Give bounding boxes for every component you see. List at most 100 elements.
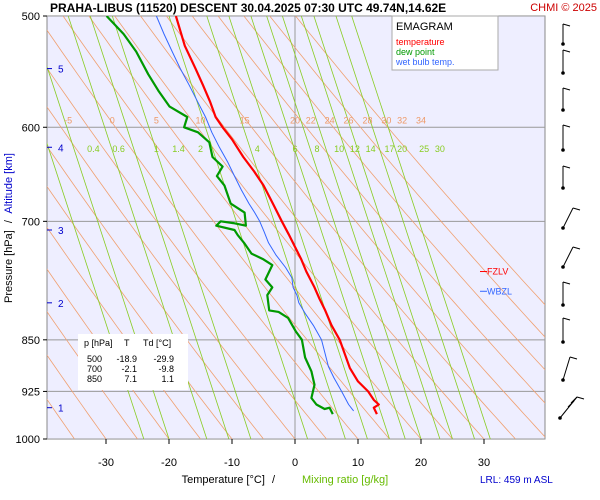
mixing-ratio-label: 12 <box>350 144 360 154</box>
wind-barb-icon <box>561 356 578 382</box>
wbzl-label: WBZL <box>487 286 512 296</box>
mixing-ratio-line <box>266 16 406 439</box>
y-tick-label: 850 <box>22 335 40 347</box>
table-cell: -2.1 <box>121 364 137 374</box>
legend-entry-temperature: temperature <box>396 37 445 47</box>
mixing-ratio-label: 0.6 <box>112 144 125 154</box>
altitude-label: 5 <box>58 65 64 76</box>
y-tick-label: 1000 <box>16 434 40 446</box>
dry-adiabat-label: 26 <box>344 115 354 125</box>
y-tick-label: 600 <box>22 122 40 134</box>
dry-adiabat-label: 32 <box>397 115 407 125</box>
table-cell: -9.8 <box>158 364 174 374</box>
wind-barb-icon <box>561 23 571 46</box>
table-header-p: p [hPa] <box>84 338 113 348</box>
x-tick-label: 20 <box>415 457 427 469</box>
wind-barb-icon <box>561 207 581 230</box>
wind-barb-icon <box>561 49 571 75</box>
legend-entry-dewpoint: dew point <box>396 47 435 57</box>
mixing-ratio-label: 0.4 <box>87 144 100 154</box>
mixing-ratio-line <box>89 16 230 439</box>
y-axis-title-pressure: Pressure [hPa] <box>3 230 15 303</box>
dry-adiabat-label: 24 <box>325 115 335 125</box>
mixing-ratio-label: 1.4 <box>172 144 185 154</box>
table-cell: 7.1 <box>124 374 137 384</box>
dry-adiabat-line <box>47 106 296 439</box>
mixing-ratio-label: 6 <box>292 144 297 154</box>
mixing-ratio-label: 2 <box>198 144 203 154</box>
altitude-label: 2 <box>58 299 64 310</box>
wind-barb-icon <box>561 281 571 307</box>
mixing-ratio-label: 10 <box>334 144 344 154</box>
x-tick-label: -20 <box>161 457 177 469</box>
dry-adiabat-line <box>269 16 545 338</box>
x-axis-title: Temperature [°C] / Mixing ratio [g/kg] <box>182 474 389 486</box>
wetbulb-profile <box>155 16 354 412</box>
dry-adiabat-line <box>47 354 107 439</box>
x-tick-label: -30 <box>98 457 114 469</box>
dry-adiabat-line <box>295 16 545 306</box>
mixing-ratio-line <box>228 16 368 439</box>
x-tick-label: 10 <box>352 457 364 469</box>
y-axis-title: Pressure [hPa] / Altitude [km] <box>3 153 15 303</box>
mixing-ratio-line <box>282 16 422 439</box>
summary-table: p [hPa] T Td [°C] 500 -18.9 -29.9 700 -2… <box>78 334 188 390</box>
y-axis-title-sep: / <box>3 219 15 223</box>
mixing-ratio-label: 30 <box>435 144 445 154</box>
dry-adiabat-line <box>47 67 327 439</box>
dry-adiabat-line <box>191 16 545 438</box>
mixing-ratio-label: 20 <box>397 144 407 154</box>
y-tick-label: 925 <box>22 386 40 398</box>
mixing-ratio-label: 1 <box>154 144 159 154</box>
dry-adiabat-line <box>88 16 422 439</box>
mixing-ratio-line <box>168 16 308 439</box>
table-header-t: T <box>124 338 130 348</box>
dry-adiabat-label: 20 <box>290 115 300 125</box>
mixing-ratio-label: 25 <box>419 144 429 154</box>
mixing-ratio-label: 17 <box>384 144 394 154</box>
dry-adiabat-line <box>243 16 545 371</box>
x-axis-title-mixing: Mixing ratio [g/kg] <box>302 474 388 486</box>
lrl-label: LRL: 459 m ASL <box>480 475 553 486</box>
y-tick-label: 500 <box>22 11 40 23</box>
table-cell: -18.9 <box>116 354 137 364</box>
table-cell: 1.1 <box>161 374 174 384</box>
wbzl-marker: WBZL <box>480 286 512 296</box>
dry-adiabat-label: -5 <box>64 115 72 125</box>
dry-adiabat-label: 28 <box>362 115 372 125</box>
x-tick-label: -10 <box>224 457 240 469</box>
mixing-ratio-line <box>351 16 491 439</box>
dry-adiabat-line <box>217 16 545 404</box>
dry-adiabat-line <box>62 16 390 439</box>
wind-barb-icon <box>561 165 571 190</box>
y-axis-title-altitude: Altitude [km] <box>3 153 15 214</box>
mixing-ratio-label: 8 <box>315 144 320 154</box>
wind-barb-icon <box>561 246 581 269</box>
altitude-label: 3 <box>58 226 64 237</box>
dry-adiabat-label: 5 <box>154 115 159 125</box>
dry-adiabat-label: 34 <box>416 115 426 125</box>
table-cell: -29.9 <box>153 354 174 364</box>
altitude-label: 4 <box>58 143 64 154</box>
mixing-ratio-line <box>111 16 252 439</box>
altitude-label: 1 <box>58 404 64 415</box>
legend-title: EMAGRAM <box>396 21 453 33</box>
chart-title: PRAHA-LIBUS (11520) DESCENT 30.04.2025 0… <box>50 1 446 15</box>
mixing-ratio-line <box>250 16 390 439</box>
y-tick-label: 700 <box>22 216 40 228</box>
copyright-link[interactable]: CHMI © 2025 <box>530 2 597 14</box>
wind-barb-icon <box>561 87 571 112</box>
mixing-ratio-line <box>206 16 346 439</box>
wind-barb-icon <box>558 396 585 420</box>
x-axis-title-temperature: Temperature [°C] <box>182 474 265 486</box>
dewpoint-profile <box>105 16 334 415</box>
dry-adiabat-label: 30 <box>381 115 391 125</box>
x-tick-label: 0 <box>292 457 298 469</box>
legend-entry-wetbulb: wet bulb temp. <box>395 57 455 67</box>
dry-adiabat-line <box>166 16 516 439</box>
dry-adiabat-line <box>47 185 233 439</box>
table-cell: 850 <box>87 374 102 384</box>
svg-text:Temperature [°C] /: Temperature [°C] / <box>182 474 276 486</box>
dry-adiabat-label: 10 <box>195 115 205 125</box>
